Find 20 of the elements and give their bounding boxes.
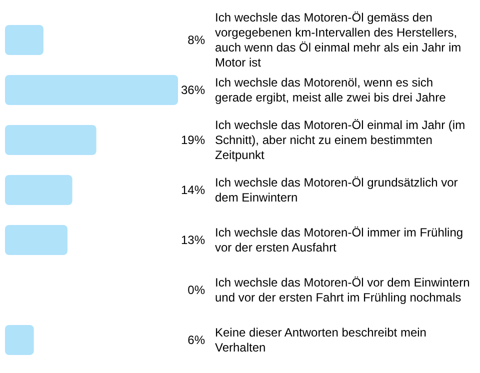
data-label: 13%: [180, 233, 206, 247]
data-label: 36%: [180, 83, 206, 97]
y-tick-label: Ich wechsle das Motoren-Öl grundsätzlich vor dem Einwintern: [215, 176, 462, 204]
y-tick-label: Keine dieser Antworten beschreibt mein Verhalten: [215, 326, 430, 354]
y-tick-label: Ich wechsle das Motoren-Öl vor dem Einwintern und vor der ersten Fahrt im Frühling nochmals: [215, 276, 474, 304]
bar: [5, 75, 178, 105]
data-label: 6%: [188, 333, 206, 347]
y-tick-label: Ich wechsle das Motoren-Öl einmal im Jahr (im Schnitt), aber nicht zu einem bestimmten Zeitpunkt: [215, 118, 468, 162]
bar: [5, 325, 34, 355]
bar: [5, 125, 96, 155]
bar: [5, 225, 68, 255]
y-tick-label: Ich wechsle das Motoren-Öl immer im Frühling vor der ersten Ausfahrt: [215, 226, 466, 254]
y-tick-label: Ich wechsle das Motoren-Öl gemäss den vorgegebenen km-Intervallen des Herstellers, auch wenn das Öl einmal mehr als ein Jahr im Motor ist: [215, 10, 464, 70]
bar: [5, 25, 44, 55]
data-label: 19%: [180, 133, 206, 147]
data-label: 0%: [188, 283, 206, 297]
data-label: 14%: [180, 183, 206, 197]
y-tick-label: Ich wechsle das Motorenöl, wenn es sich gerade ergibt, meist alle zwei bis drei Jahre: [215, 76, 446, 104]
data-label: 8%: [188, 33, 206, 47]
bar: [5, 175, 72, 205]
